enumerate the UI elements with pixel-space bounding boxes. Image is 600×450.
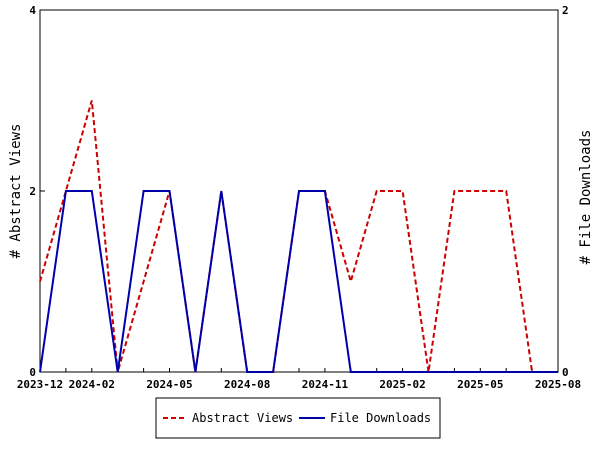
legend-box <box>155 397 441 439</box>
y-left-tick-label: 2 <box>29 185 36 198</box>
series-line-abstract-views <box>39 100 558 373</box>
axis-ticks: 2023-12 2024-02 2024-05 2024-08 2024-11 2025-… <box>17 4 581 391</box>
y-axis-right-title: # File Downloads <box>578 130 594 265</box>
y-left-tick-label: 0 <box>29 366 36 379</box>
y-axis-left-title: # Abstract Views <box>8 124 24 259</box>
series-layer <box>39 100 558 373</box>
x-tick-label: 2024-11 <box>302 378 349 391</box>
x-tick-label: 2025-02 <box>379 378 425 391</box>
y-right-tick-label: 2 <box>562 4 569 17</box>
series-line-file-downloads <box>39 190 558 373</box>
x-tick-label: 2024-08 <box>224 378 270 391</box>
x-tick-label: 2025-08 <box>535 378 581 391</box>
x-tick-label: 2024-02 <box>69 378 115 391</box>
legend: Abstract Views File Downloads <box>155 397 441 439</box>
x-tick-label: 2024-05 <box>146 378 192 391</box>
legend-label-file-downloads: File Downloads <box>330 411 431 425</box>
x-tick-label: 2025-05 <box>457 378 503 391</box>
x-tick-label: 2023-12 <box>17 378 63 391</box>
y-right-tick-label: 0 <box>562 366 569 379</box>
y-left-tick-label: 4 <box>29 4 36 17</box>
legend-label-abstract-views: Abstract Views <box>192 411 293 425</box>
